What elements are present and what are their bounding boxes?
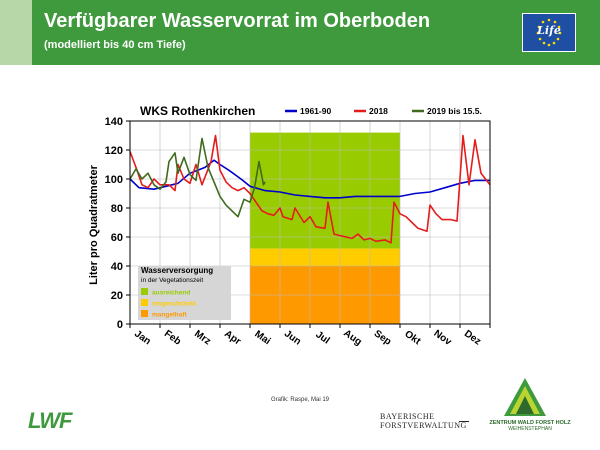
y-tick-label: 120: [105, 145, 123, 157]
y-tick-label: 60: [111, 232, 123, 244]
series-line-1: [129, 134, 491, 244]
vegetation-key-swatch-1: [141, 299, 148, 306]
x-tick-label: Nov: [432, 328, 454, 348]
bfv-logo-line1: BAYERISCHE: [380, 412, 435, 421]
x-tick-label: Sep: [372, 328, 393, 348]
tree-logo-icon: [504, 378, 546, 416]
x-tick-label: Mai: [252, 329, 272, 348]
y-tick-label: 40: [111, 261, 123, 273]
zentrum-wald-logo: ZENTRUM WALD FORST HOLZ WEIHENSTEPHAN: [480, 420, 580, 432]
bfv-logo-rule: [459, 421, 469, 422]
graphic-credit: Grafik: Raspe, Mai 19: [271, 397, 330, 403]
vegetation-key-swatch-0: [141, 288, 148, 295]
page-title: Verfügbarer Wasservorrat im Oberboden: [44, 10, 431, 32]
legend-label-1: 2018: [369, 106, 388, 116]
band-0: [250, 132, 400, 249]
x-tick-label: Okt: [402, 329, 423, 348]
legend-label-2: 2019 bis 15.5.: [427, 106, 482, 116]
x-tick-label: Dez: [462, 328, 483, 347]
vegetation-box-title: Wasserversorgung: [141, 266, 213, 275]
bayerische-forstverwaltung-logo: BAYERISCHE FORSTVERWALTUNG: [380, 412, 467, 430]
x-tick-label: Aug: [341, 328, 363, 348]
zw-logo-line2: WEIHENSTEPHAN: [508, 426, 552, 432]
vegetation-box: [138, 266, 231, 320]
bfv-logo-line2: FORSTVERWALTUNG: [380, 421, 467, 430]
band-1: [250, 248, 400, 266]
zw-logo-line1: ZENTRUM WALD FORST HOLZ: [489, 420, 571, 426]
x-tick-label: Apr: [222, 329, 243, 348]
vegetation-box-subtitle: in der Vegetationszeit: [141, 277, 203, 284]
water-supply-chart: 0 20 40 60 80 100 120 140 Jan Feb Mrz Apr Mai Jun Jul A…: [88, 104, 491, 348]
vegetation-key-label-2: mangelhaft: [152, 312, 188, 319]
x-tick-label: Mrz: [192, 329, 212, 348]
y-tick-label: 20: [111, 290, 123, 302]
y-axis-label: Liter pro Quadratmeter: [88, 164, 100, 285]
x-tick-label: Jul: [313, 329, 331, 346]
header-bar: Verfügbarer Wasservorrat im Oberboden (m…: [0, 0, 600, 65]
lwf-logo-text: LWF: [28, 408, 72, 433]
life-logo-text: Life: [537, 24, 561, 37]
vegetation-key-swatch-2: [141, 310, 148, 317]
lwf-logo: LWF: [28, 408, 72, 434]
series-line-2: [129, 137, 266, 218]
vegetation-key-label-0: ausreichend: [152, 290, 190, 297]
header-accent-strip: [0, 0, 32, 65]
x-tick-label: Jun: [282, 328, 303, 347]
page-subtitle: (modelliert bis 40 cm Tiefe): [44, 39, 186, 51]
legend-label-0: 1961-90: [300, 106, 331, 116]
x-tick-label: Feb: [162, 328, 183, 347]
y-tick-label: 100: [105, 174, 123, 186]
chart-title: WKS Rothenkirchen: [140, 104, 255, 118]
y-tick-label: 0: [117, 319, 123, 331]
vegetation-key-label-1: eingeschränkt: [152, 301, 197, 308]
y-tick-label: 140: [105, 116, 123, 128]
y-tick-label: 80: [111, 203, 123, 215]
eu-life-logo: Life: [522, 13, 576, 52]
eu-stars-icon: [536, 18, 562, 47]
x-tick-label: Jan: [132, 329, 152, 348]
